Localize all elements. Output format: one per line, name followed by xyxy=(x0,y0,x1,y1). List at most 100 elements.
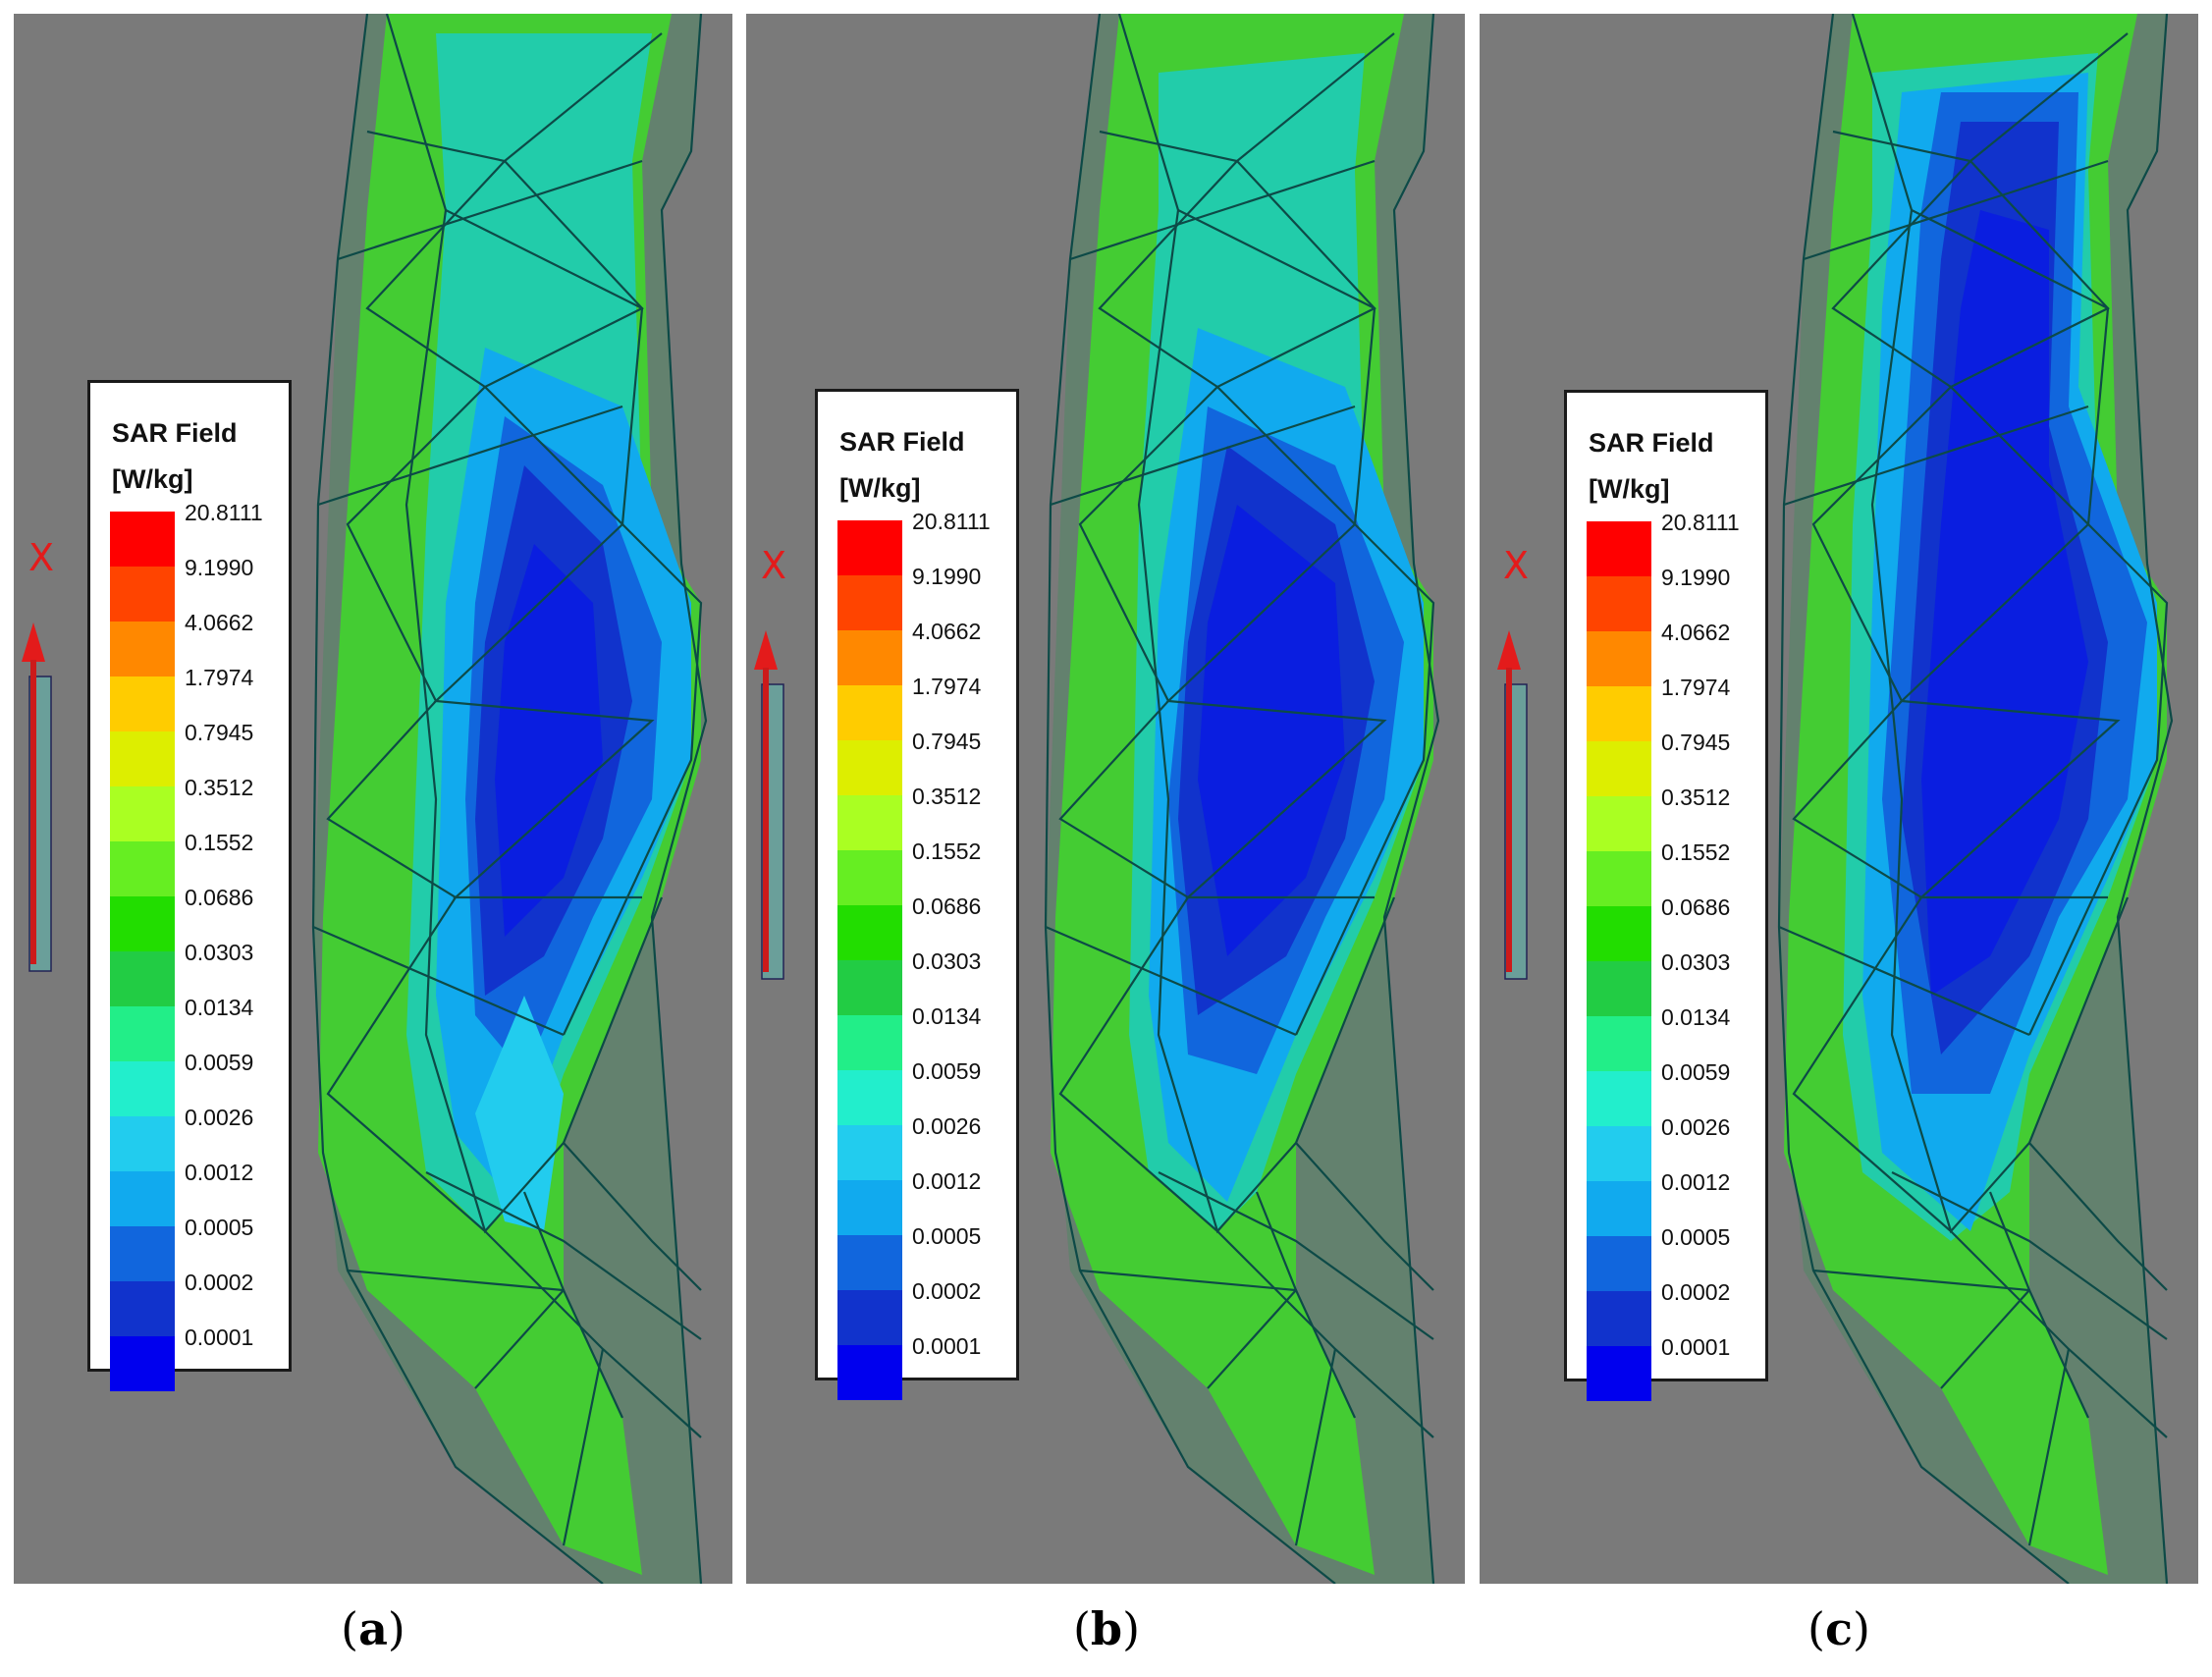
legend-swatch xyxy=(110,676,175,731)
legend-value-label: 0.0303 xyxy=(912,948,982,974)
legend-swatch xyxy=(1587,576,1651,631)
sar-field-render-b xyxy=(1044,14,1440,1584)
legend-value-label: 0.0134 xyxy=(185,995,254,1020)
legend-value-label: 0.0686 xyxy=(185,885,254,910)
legend-value-label: 0.0303 xyxy=(1661,949,1731,975)
legend-value-label: 0.7945 xyxy=(185,720,254,745)
legend-value-label: 1.7974 xyxy=(1661,675,1731,700)
legend-value-label: 4.0662 xyxy=(185,610,254,635)
legend-value-label: 0.0686 xyxy=(1661,894,1731,920)
legend-swatch xyxy=(110,841,175,896)
legend-value-label: 0.0002 xyxy=(1661,1279,1731,1305)
panel-a: SAR Field [W/kg] 20.8111 9.1990 4.0662 1.79… xyxy=(14,14,732,1584)
legend-colorbar xyxy=(1587,521,1651,1401)
panel-b: SAR Field [W/kg] 20.8111 9.1990 4.0662 1.79… xyxy=(746,14,1465,1584)
legend-value-label: 0.0059 xyxy=(912,1058,982,1084)
legend-swatch xyxy=(837,1125,902,1180)
legend-value-label: 0.0303 xyxy=(185,940,254,965)
legend-value-label: 0.0026 xyxy=(912,1113,982,1139)
legend-swatch xyxy=(110,896,175,951)
legend-swatch xyxy=(110,1061,175,1116)
legend-value-label: 0.0026 xyxy=(185,1105,254,1130)
legend-value-label: 0.0002 xyxy=(185,1270,254,1295)
axis-x-label: X xyxy=(761,544,787,587)
legend-value-label: 1.7974 xyxy=(912,674,982,699)
legend-b: SAR Field [W/kg] 20.8111 9.1990 4.0662 1.79… xyxy=(815,389,1019,1400)
legend-value-label: 0.1552 xyxy=(1661,839,1731,865)
legend-title: SAR Field [W/kg] xyxy=(839,427,965,503)
legend-swatch xyxy=(1587,851,1651,906)
legend-value-label: 0.0005 xyxy=(1661,1224,1731,1250)
axis-arrow-icon xyxy=(22,622,52,972)
legend-value-label: 0.7945 xyxy=(912,729,982,754)
legend-value-label: 0.3512 xyxy=(912,784,982,809)
legend-swatch xyxy=(1587,1016,1651,1071)
caption-a: (a) xyxy=(341,1602,405,1655)
legend-swatch xyxy=(837,795,902,850)
legend-swatch xyxy=(837,1235,902,1290)
legend-value-label: 0.7945 xyxy=(1661,730,1731,755)
axis-arrow-icon xyxy=(754,630,784,980)
legend-value-label: 0.0059 xyxy=(185,1050,254,1075)
legend-value-label: 4.0662 xyxy=(912,619,982,644)
legend-swatch xyxy=(110,1336,175,1391)
legend-value-label: 0.1552 xyxy=(912,838,982,864)
legend-swatch xyxy=(110,1226,175,1281)
legend-swatch xyxy=(837,740,902,795)
legend-labels: 20.8111 9.1990 4.0662 1.7974 0.7945 0.3512 0.1… xyxy=(912,509,1020,1391)
legend-value-label: 4.0662 xyxy=(1661,620,1731,645)
legend-value-label: 20.8111 xyxy=(1661,510,1740,535)
legend-value-label: 0.0059 xyxy=(1661,1059,1731,1085)
legend-swatch xyxy=(837,685,902,740)
legend-title: SAR Field [W/kg] xyxy=(1589,428,1714,504)
legend-colorbar xyxy=(110,512,175,1391)
legend-swatch xyxy=(1587,906,1651,961)
legend-swatch xyxy=(837,1290,902,1345)
legend-swatch xyxy=(110,512,175,567)
legend-swatch xyxy=(837,960,902,1015)
legend-value-label: 0.0012 xyxy=(185,1160,254,1185)
legend-swatch xyxy=(837,520,902,575)
legend-value-label: 0.1552 xyxy=(185,830,254,855)
legend-c: SAR Field [W/kg] 20.8111 9.1990 4.0662 1.79… xyxy=(1564,390,1768,1401)
legend-a: SAR Field [W/kg] 20.8111 9.1990 4.0662 1.79… xyxy=(87,380,292,1391)
legend-value-label: 9.1990 xyxy=(185,555,254,580)
legend-swatch xyxy=(837,575,902,630)
legend-value-label: 0.0002 xyxy=(912,1278,982,1304)
legend-value-label: 0.0012 xyxy=(1661,1169,1731,1195)
legend-swatch xyxy=(837,1015,902,1070)
legend-swatch xyxy=(837,850,902,905)
legend-value-label: 0.0005 xyxy=(185,1215,254,1240)
legend-value-label: 20.8111 xyxy=(912,509,991,534)
legend-value-label: 0.0001 xyxy=(185,1325,254,1350)
legend-swatch xyxy=(837,905,902,960)
legend-swatch xyxy=(837,1180,902,1235)
legend-swatch xyxy=(110,951,175,1006)
legend-swatch xyxy=(110,786,175,841)
legend-value-label: 0.0686 xyxy=(912,893,982,919)
panel-c: SAR Field [W/kg] 20.8111 9.1990 4.0662 1.79… xyxy=(1480,14,2198,1584)
legend-swatch xyxy=(1587,1291,1651,1346)
legend-swatch xyxy=(110,1116,175,1171)
legend-swatch xyxy=(1587,796,1651,851)
legend-colorbar xyxy=(837,520,902,1400)
legend-swatch xyxy=(1587,631,1651,686)
legend-swatch xyxy=(1587,961,1651,1016)
legend-value-label: 9.1990 xyxy=(1661,565,1731,590)
legend-swatch xyxy=(1587,686,1651,741)
caption-c: (c) xyxy=(1807,1602,1870,1655)
sar-field-render-c xyxy=(1777,14,2174,1584)
legend-swatch xyxy=(110,1006,175,1061)
legend-swatch xyxy=(110,1281,175,1336)
legend-swatch xyxy=(1587,1071,1651,1126)
legend-value-label: 0.0001 xyxy=(912,1333,982,1359)
legend-value-label: 0.0134 xyxy=(1661,1004,1731,1030)
legend-value-label: 0.3512 xyxy=(1661,784,1731,810)
legend-value-label: 0.0012 xyxy=(912,1168,982,1194)
legend-value-label: 0.0134 xyxy=(912,1003,982,1029)
legend-swatch xyxy=(837,1070,902,1125)
legend-swatch xyxy=(110,567,175,622)
legend-title: SAR Field [W/kg] xyxy=(112,418,238,494)
axis-arrow-icon xyxy=(1497,630,1528,980)
legend-swatch xyxy=(837,1345,902,1400)
